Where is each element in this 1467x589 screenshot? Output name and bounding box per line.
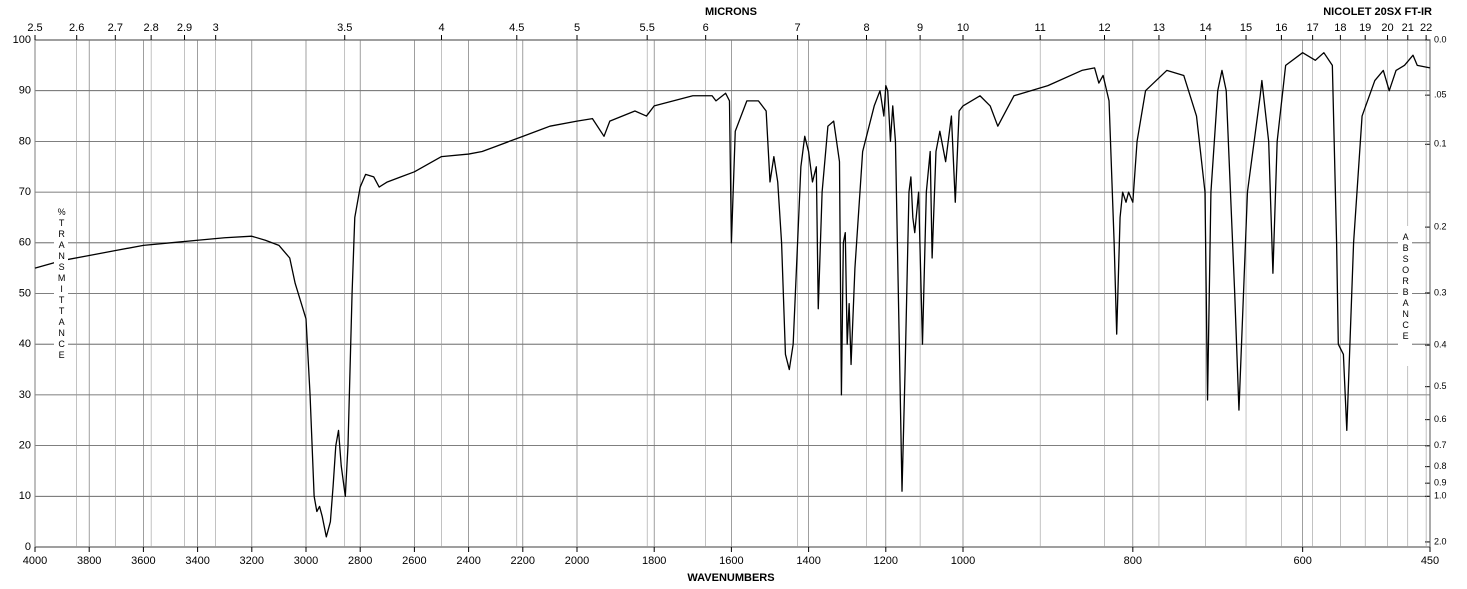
x2-tick-label: 3 — [213, 22, 219, 34]
y-tick-label: 20 — [19, 440, 31, 452]
x2-tick-label: 2.5 — [27, 22, 42, 34]
x-tick-label: 1800 — [642, 555, 666, 567]
x-tick-label: 1200 — [874, 555, 898, 567]
y2-tick-label: 0.4 — [1434, 340, 1447, 350]
y2-tick-label: 0.9 — [1434, 478, 1447, 488]
y-tick-label: 90 — [19, 85, 31, 97]
x-tick-label: 3800 — [77, 555, 101, 567]
spectrum-line — [34, 52, 1431, 538]
x2-tick-label: 21 — [1402, 22, 1414, 34]
x2-tick-label: 10 — [957, 22, 969, 34]
x-tick-label: 3600 — [131, 555, 155, 567]
x2-tick-label: 9 — [917, 22, 923, 34]
x-tick-label: 2600 — [402, 555, 426, 567]
x2-tick-label: 2.7 — [108, 22, 123, 34]
y2-tick-label: 0.6 — [1434, 414, 1447, 424]
y2-tick-label: 0.2 — [1434, 221, 1447, 231]
x2-tick-label: 5.5 — [640, 22, 655, 34]
x-tick-label: 1000 — [951, 555, 975, 567]
x-tick-label: 3400 — [185, 555, 209, 567]
y2-tick-label: 0.8 — [1434, 461, 1447, 471]
y2-tick-label: 1.0 — [1434, 491, 1447, 501]
y2-tick-label: 0.5 — [1434, 381, 1447, 391]
y-tick-label: 40 — [19, 338, 31, 350]
x2-tick-label: 15 — [1240, 22, 1252, 34]
x2-tick-label: 3.5 — [337, 22, 352, 34]
y2-tick-label: .05 — [1434, 90, 1447, 100]
x2-tick-label: 5 — [574, 22, 580, 34]
y-axis-label: %TRANSMITTANCE — [57, 207, 67, 361]
y-tick-label: 80 — [19, 135, 31, 147]
x2-tick-label: 2.8 — [143, 22, 158, 34]
x2-tick-label: 12 — [1098, 22, 1110, 34]
y-tick-label: 100 — [13, 34, 31, 46]
label-backdrop — [1398, 226, 1412, 366]
x-tick-label: 2200 — [511, 555, 535, 567]
x-tick-label: 2800 — [348, 555, 372, 567]
x2-tick-label: 16 — [1275, 22, 1287, 34]
x-tick-label: 800 — [1124, 555, 1142, 567]
x-tick-label: 2400 — [456, 555, 480, 567]
x2-tick-label: 20 — [1381, 22, 1393, 34]
x-tick-label: 3200 — [240, 555, 264, 567]
x2-tick-label: 17 — [1307, 22, 1319, 34]
x-tick-label: 450 — [1421, 555, 1439, 567]
x2-tick-label: 19 — [1359, 22, 1371, 34]
y-tick-label: 0 — [25, 541, 31, 553]
y2-tick-label: 0.0 — [1434, 34, 1447, 44]
y-tick-label: 30 — [19, 389, 31, 401]
x2-tick-label: 6 — [703, 22, 709, 34]
x-tick-label: 1600 — [719, 555, 743, 567]
x2-tick-label: 4 — [438, 22, 444, 34]
y-tick-label: 10 — [19, 490, 31, 502]
x2-tick-label: 4.5 — [509, 22, 524, 34]
chart-subtitle: NICOLET 20SX FT-IR — [1323, 6, 1432, 18]
label-backdrop — [54, 196, 68, 392]
x-tick-label: 4000 — [23, 555, 47, 567]
y2-tick-label: 0.7 — [1434, 440, 1447, 450]
x2-tick-label: 7 — [795, 22, 801, 34]
x2-tick-label: 22 — [1420, 22, 1432, 34]
y-tick-label: 50 — [19, 287, 31, 299]
y-tick-label: 70 — [19, 186, 31, 198]
x2-tick-label: 14 — [1199, 22, 1211, 34]
y2-axis-label: ABSORBANCE — [1401, 232, 1411, 342]
y-tick-label: 60 — [19, 237, 31, 249]
x2-tick-label: 2.6 — [69, 22, 84, 34]
x2-tick-label: 8 — [863, 22, 869, 34]
x-tick-label: 2000 — [565, 555, 589, 567]
x-tick-label: 600 — [1293, 555, 1311, 567]
x-tick-label: 1400 — [796, 555, 820, 567]
y2-tick-label: 0.1 — [1434, 139, 1447, 149]
x2-tick-label: 11 — [1034, 22, 1045, 34]
chart-title: MICRONS — [705, 6, 757, 18]
x2-tick-label: 18 — [1334, 22, 1346, 34]
y2-tick-label: 2.0 — [1434, 536, 1447, 546]
x-axis-label: WAVENUMBERS — [687, 572, 774, 584]
x2-tick-label: 13 — [1153, 22, 1165, 34]
x2-tick-label: 2.9 — [177, 22, 192, 34]
y2-tick-label: 0.3 — [1434, 287, 1447, 297]
x-tick-label: 3000 — [294, 555, 318, 567]
